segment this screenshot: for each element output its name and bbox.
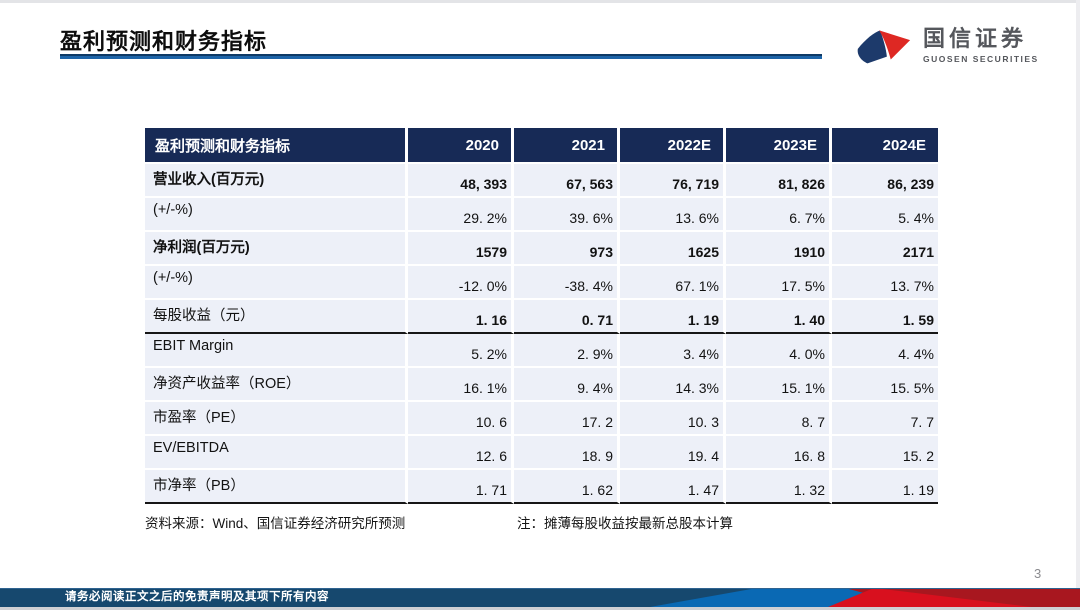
- cell-value: 48, 393: [408, 164, 514, 198]
- cell-value: 9. 4%: [514, 368, 620, 402]
- cell-value: 67. 1%: [620, 266, 726, 300]
- cell-value: 2171: [832, 232, 938, 266]
- column-header-2020: 2020: [408, 128, 514, 164]
- cell-value: 1. 32: [726, 470, 832, 504]
- cell-value: 1910: [726, 232, 832, 266]
- bar-decoration: [0, 588, 1080, 607]
- column-header-2023e: 2023E: [726, 128, 832, 164]
- cell-value: 15. 5%: [832, 368, 938, 402]
- cell-value: 67, 563: [514, 164, 620, 198]
- cell-value: 39. 6%: [514, 198, 620, 232]
- cell-value: 6. 7%: [726, 198, 832, 232]
- row-label: 市净率（PB）: [145, 470, 408, 504]
- cell-value: 1. 19: [620, 300, 726, 334]
- calc-note: 注：摊薄每股收益按最新总股本计算: [517, 516, 733, 531]
- company-logo: 国信证券 GUOSEN SECURITIES: [852, 18, 1039, 73]
- disclaimer-text: 请务必阅读正文之后的免责声明及其项下所有内容: [65, 591, 329, 603]
- table-header-row: 盈利预测和财务指标 2020 2021 2022E 2023E 2024E: [145, 128, 938, 164]
- cell-value: 16. 8: [726, 436, 832, 470]
- cell-value: 13. 7%: [832, 266, 938, 300]
- cell-value: 10. 6: [408, 402, 514, 436]
- cell-value: 81, 826: [726, 164, 832, 198]
- cell-value: 16. 1%: [408, 368, 514, 402]
- logo-name-cn: 国信证券: [923, 25, 1028, 51]
- cell-value: 18. 9: [514, 436, 620, 470]
- cell-value: 8. 7: [726, 402, 832, 436]
- column-header-2021: 2021: [514, 128, 620, 164]
- cell-value: 973: [514, 232, 620, 266]
- cell-value: 86, 239: [832, 164, 938, 198]
- table-row: 净利润(百万元) 1579 973 1625 1910 2171: [145, 232, 938, 266]
- table-row: (+/-%) 29. 2% 39. 6% 13. 6% 6. 7% 5. 4%: [145, 198, 938, 232]
- cell-value: 1. 71: [408, 470, 514, 504]
- bottom-disclaimer-bar: 请务必阅读正文之后的免责声明及其项下所有内容: [0, 588, 1080, 607]
- table-row: EV/EBITDA 12. 6 18. 9 19. 4 16. 8 15. 2: [145, 436, 938, 470]
- cell-value: 29. 2%: [408, 198, 514, 232]
- cell-value: 2. 9%: [514, 334, 620, 368]
- row-label: 市盈率（PE）: [145, 402, 408, 436]
- logo-name-en: GUOSEN SECURITIES: [923, 54, 1039, 65]
- page-number: 3: [1034, 566, 1042, 581]
- table-row: 营业收入(百万元) 48, 393 67, 563 76, 719 81, 82…: [145, 164, 938, 198]
- window-edge-right: [1076, 0, 1080, 610]
- cell-value: 10. 3: [620, 402, 726, 436]
- table-row: 市盈率（PE） 10. 6 17. 2 10. 3 8. 7 7. 7: [145, 402, 938, 436]
- row-label: 净资产收益率（ROE）: [145, 368, 408, 402]
- cell-value: 4. 0%: [726, 334, 832, 368]
- row-label: 净利润(百万元): [145, 232, 408, 266]
- cell-value: 3. 4%: [620, 334, 726, 368]
- row-label: (+/-%): [145, 198, 408, 232]
- window-edge-top: [0, 0, 1080, 3]
- cell-value: -12. 0%: [408, 266, 514, 300]
- logo-text: 国信证券 GUOSEN SECURITIES: [923, 25, 1039, 65]
- table-row: EBIT Margin 5. 2% 2. 9% 3. 4% 4. 0% 4. 4…: [145, 334, 938, 368]
- cell-value: 14. 3%: [620, 368, 726, 402]
- cell-value: 15. 2: [832, 436, 938, 470]
- cell-value: 17. 5%: [726, 266, 832, 300]
- cell-value: 17. 2: [514, 402, 620, 436]
- cell-value: 1. 59: [832, 300, 938, 334]
- cell-value: 13. 6%: [620, 198, 726, 232]
- title-underline: [60, 54, 822, 59]
- cell-value: 1. 16: [408, 300, 514, 334]
- cell-value: 4. 4%: [832, 334, 938, 368]
- financial-table-section: 盈利预测和财务指标 2020 2021 2022E 2023E 2024E 营业…: [145, 128, 938, 532]
- cell-value: 5. 2%: [408, 334, 514, 368]
- cell-value: 15. 1%: [726, 368, 832, 402]
- cell-value: 1. 19: [832, 470, 938, 504]
- cell-value: 1. 47: [620, 470, 726, 504]
- guosen-logo-icon: [852, 18, 914, 73]
- table-row: 市净率（PB） 1. 71 1. 62 1. 47 1. 32 1. 19: [145, 470, 938, 504]
- cell-value: 7. 7: [832, 402, 938, 436]
- page-title: 盈利预测和财务指标: [60, 29, 268, 54]
- cell-value: 76, 719: [620, 164, 726, 198]
- table-header-label: 盈利预测和财务指标: [145, 128, 408, 164]
- cell-value: 5. 4%: [832, 198, 938, 232]
- financial-table: 盈利预测和财务指标 2020 2021 2022E 2023E 2024E 营业…: [145, 128, 938, 504]
- row-label: 每股收益（元）: [145, 300, 408, 334]
- table-footnotes: 资料来源：Wind、国信证券经济研究所预测 注：摊薄每股收益按最新总股本计算: [145, 504, 938, 532]
- cell-value: 1625: [620, 232, 726, 266]
- cell-value: 19. 4: [620, 436, 726, 470]
- cell-value: 0. 71: [514, 300, 620, 334]
- table-row: (+/-%) -12. 0% -38. 4% 67. 1% 17. 5% 13.…: [145, 266, 938, 300]
- window-edge-bottom: [0, 607, 1080, 610]
- cell-value: 1. 40: [726, 300, 832, 334]
- column-header-2022e: 2022E: [620, 128, 726, 164]
- cell-value: 1. 62: [514, 470, 620, 504]
- row-label: EBIT Margin: [145, 334, 408, 368]
- row-label: (+/-%): [145, 266, 408, 300]
- cell-value: 12. 6: [408, 436, 514, 470]
- row-label: EV/EBITDA: [145, 436, 408, 470]
- source-note: 资料来源：Wind、国信证券经济研究所预测: [145, 516, 406, 531]
- cell-value: -38. 4%: [514, 266, 620, 300]
- table-row: 净资产收益率（ROE） 16. 1% 9. 4% 14. 3% 15. 1% 1…: [145, 368, 938, 402]
- cell-value: 1579: [408, 232, 514, 266]
- column-header-2024e: 2024E: [832, 128, 938, 164]
- row-label: 营业收入(百万元): [145, 164, 408, 198]
- table-row: 每股收益（元） 1. 16 0. 71 1. 19 1. 40 1. 59: [145, 300, 938, 334]
